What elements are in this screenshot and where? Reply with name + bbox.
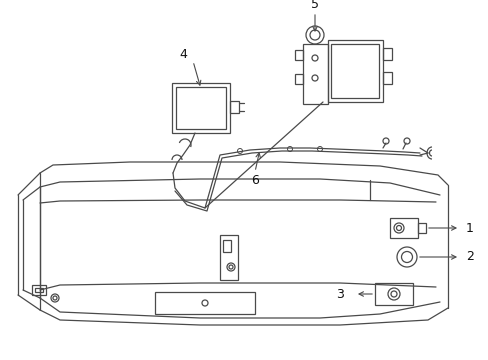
Text: 5: 5 [310,0,318,10]
Bar [155,292,254,314]
Bar [374,283,412,305]
Bar [294,74,303,84]
Text: 6: 6 [250,174,259,186]
Bar [172,83,229,133]
Bar [330,44,378,98]
Bar [389,218,417,238]
Text: 4: 4 [179,49,186,62]
Bar [294,50,303,60]
Bar [229,101,239,113]
Bar [220,235,238,280]
Bar [417,223,425,233]
Bar [223,240,230,252]
Text: 2: 2 [465,251,473,264]
Bar [382,72,391,84]
Text: 3: 3 [335,288,343,301]
Text: 1: 1 [465,221,473,234]
Bar [32,285,46,295]
Bar [382,48,391,60]
Bar [303,44,327,104]
Bar [327,40,382,102]
Bar [35,288,43,292]
Bar [176,87,225,129]
